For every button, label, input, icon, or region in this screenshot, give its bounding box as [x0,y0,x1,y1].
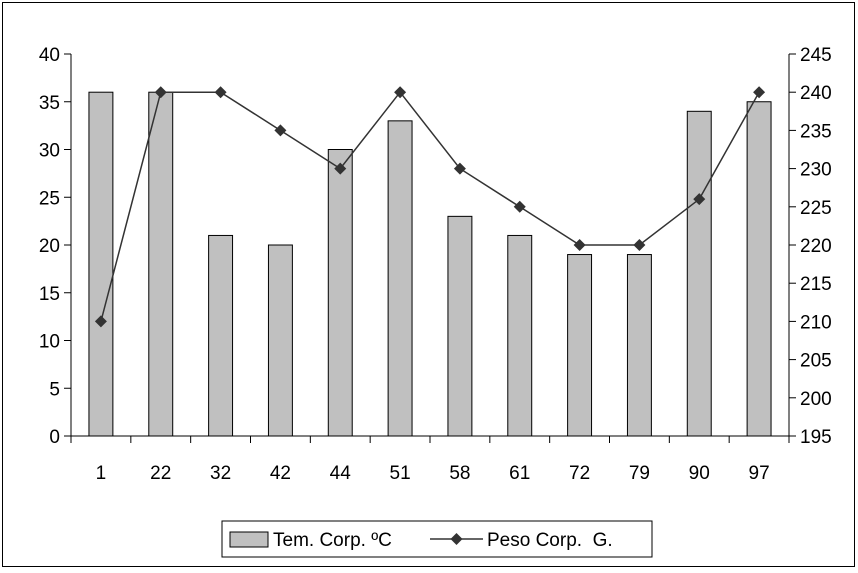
right-tick-label: 230 [800,160,832,181]
line-point [94,315,107,328]
line-point [633,239,646,251]
right-tick-label: 240 [800,83,832,104]
plot-area: 0 5 10 15 20 25 30 35 40 195 200 205 210 215 220 225 230… [39,45,832,484]
left-tick-label: 35 [39,93,60,114]
left-tick-label: 25 [39,188,60,209]
x-tick-label: 58 [449,463,470,484]
legend-label-line: Peso Corp. G. [487,530,613,551]
right-tick-label: 220 [800,236,832,257]
line-point [274,124,287,137]
right-tick-label: 225 [800,198,832,219]
x-tick-label: 42 [270,463,291,484]
bar [507,234,533,437]
bar [148,91,174,437]
line-point [513,200,526,213]
x-tick-label: 22 [150,463,171,484]
x-tick-label: 51 [390,463,411,484]
right-tick-label: 210 [800,312,832,333]
x-tick-label: 32 [210,463,231,484]
bar [626,254,652,437]
bar [567,254,593,437]
bar [327,149,353,437]
line-point [453,162,466,175]
line-point [394,86,407,99]
bar [447,215,473,437]
combo-chart: 0 5 10 15 20 25 30 35 40 195 200 205 210 215 220 225 230… [39,45,832,558]
right-tick-label: 195 [800,427,832,448]
bar [686,110,712,437]
left-tick-label: 40 [39,45,60,66]
line-point [753,86,766,99]
right-tick-label: 235 [800,121,832,142]
bar [746,101,772,437]
bar [387,120,413,437]
line-point [693,193,706,206]
x-tick-label: 44 [330,463,352,484]
right-tick-label: 205 [800,351,832,372]
left-tick-label: 30 [39,141,60,162]
x-tick-label: 1 [96,463,107,484]
legend-label-bars: Tem. Corp. ºC [273,530,392,551]
x-tick-label: 79 [629,463,650,484]
bar [267,244,293,437]
x-tick-label: 97 [749,463,770,484]
left-tick-label: 20 [39,236,60,257]
line-point [334,162,347,175]
series-line [100,90,760,322]
bar [88,91,114,437]
x-tick-label: 72 [569,463,590,484]
left-tick-label: 10 [39,332,60,353]
x-tick-label: 61 [509,463,530,484]
right-tick-label: 245 [800,45,832,66]
line-point [214,86,227,99]
legend-diamond-marker [450,533,463,545]
right-tick-label: 215 [800,274,832,295]
left-tick-label: 0 [49,427,60,448]
bar [208,234,234,437]
line-point [573,239,586,251]
left-tick-label: 5 [49,379,60,400]
x-tick-label: 90 [689,463,710,484]
right-tick-label: 200 [800,389,832,410]
left-tick-label: 15 [39,284,60,305]
line-point [154,86,167,99]
legend-bar-swatch [229,531,269,548]
legend: Tem. Corp. ºC Peso Corp. G. [221,520,653,558]
